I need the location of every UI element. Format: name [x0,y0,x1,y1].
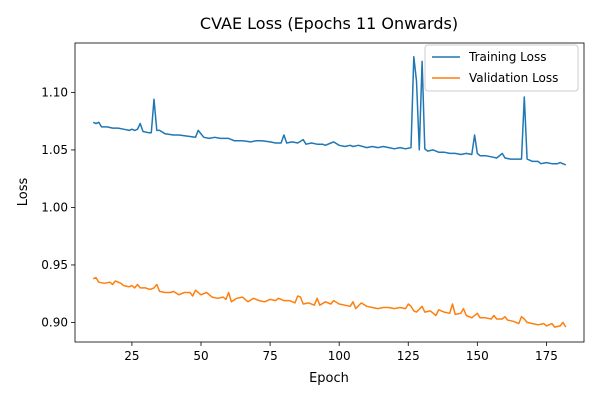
y-tick-label: 1.05 [41,143,68,157]
x-tick-label: 25 [124,349,139,363]
x-tick-label: 125 [397,349,420,363]
chart-title: CVAE Loss (Epochs 11 Onwards) [200,14,458,33]
legend: Training Loss Validation Loss [424,44,579,92]
y-tick-label: 0.95 [41,258,68,272]
series-line-1 [92,276,567,328]
axes-frame [74,42,585,343]
x-tick-label: 150 [466,349,489,363]
y-tick-label: 0.90 [41,315,68,329]
plot-area: 25 50 75 100 125 150 175 0.90 0.95 1.00 1.05 1.10 [41,42,585,363]
y-tick-label: 1.00 [41,200,68,214]
legend-label-1: Validation Loss [469,71,558,85]
x-tick-label: 50 [193,349,208,363]
y-tick-label: 1.10 [41,85,68,99]
x-tick-label: 100 [328,349,351,363]
x-tick-label: 75 [262,349,277,363]
legend-label-0: Training Loss [468,50,546,64]
y-axis-label: Loss [16,178,31,207]
x-axis-label: Epoch [309,371,349,386]
x-tick-label: 175 [535,349,558,363]
series-line-0 [92,56,567,166]
legend-box [424,44,579,92]
